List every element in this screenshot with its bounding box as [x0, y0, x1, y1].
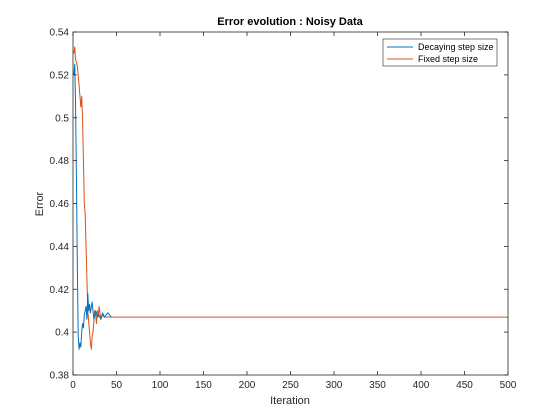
plot-area: [73, 32, 508, 375]
x-tick-label: 500: [500, 380, 517, 391]
y-tick-label: 0.48: [50, 156, 70, 167]
x-tick-label: 450: [456, 380, 473, 391]
y-tick-label: 0.52: [50, 70, 70, 81]
series-line-fixed-step-size: [73, 46, 508, 350]
x-tick-label: 350: [369, 380, 386, 391]
series-layer: [73, 46, 508, 350]
legend: Decaying step size Fixed step size: [382, 38, 498, 67]
x-tick-label: 300: [326, 380, 343, 391]
y-tick-label: 0.54: [50, 28, 70, 39]
x-tick-label: 50: [111, 380, 123, 391]
y-axis-label: Error: [34, 191, 46, 216]
y-tick-label: 0.4: [55, 328, 69, 339]
x-tick-label: 400: [413, 380, 430, 391]
chart-title: Error evolution : Noisy Data: [217, 16, 363, 28]
y-tick-label: 0.42: [50, 285, 70, 296]
x-tick-label: 100: [152, 380, 169, 391]
x-tick-label: 150: [195, 380, 212, 391]
legend-box: [382, 38, 498, 67]
x-ticks: 0 50 100 150 200 250 300 350 400 450 500: [70, 32, 517, 391]
y-ticks: 0.38 0.4 0.42 0.44 0.46 0.48 0.5 0.52 0.54: [50, 28, 508, 382]
legend-label-fixed: Fixed step size: [418, 54, 478, 64]
y-tick-label: 0.46: [50, 199, 70, 210]
y-tick-label: 0.38: [50, 371, 70, 382]
x-tick-label: 200: [239, 380, 256, 391]
y-tick-label: 0.5: [55, 113, 69, 124]
series-line-decaying-step-size: [73, 63, 112, 350]
x-tick-label: 250: [282, 380, 299, 391]
legend-label-decaying: Decaying step size: [418, 42, 494, 52]
x-tick-label: 0: [70, 380, 76, 391]
x-axis-label: Iteration: [270, 395, 310, 407]
y-tick-label: 0.44: [50, 242, 70, 253]
